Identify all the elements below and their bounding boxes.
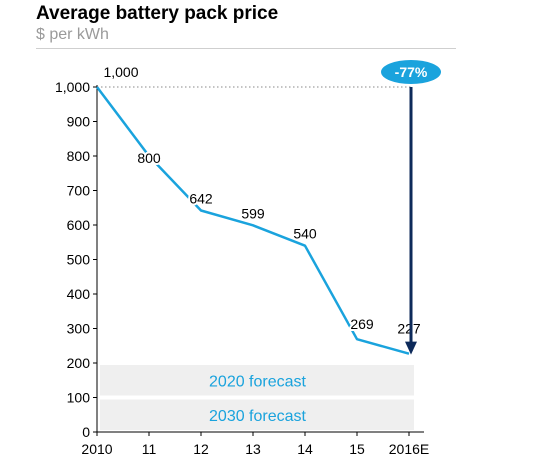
tick-labels: 0 100 200 300 400 500 600 700 800 900 1,000 2010 11 1… xyxy=(55,79,429,457)
data-labels: 1,000 800 642 599 540 269 227 xyxy=(101,62,422,339)
data-label-6: 227 xyxy=(397,321,421,337)
data-label-2: 642 xyxy=(189,191,213,207)
y-tick-label-3: 300 xyxy=(67,321,91,337)
forecast-label-1: 2030 forecast xyxy=(209,408,307,425)
y-tick-label-6: 600 xyxy=(67,217,91,233)
y-tick-label-9: 900 xyxy=(67,114,91,130)
forecast-bands: 2020 forecast 2030 forecast xyxy=(100,365,414,430)
data-label-0: 1,000 xyxy=(103,64,138,80)
y-tick-label-8: 800 xyxy=(67,148,91,164)
series-line xyxy=(96,86,410,355)
change-badge-label: -77% xyxy=(395,64,428,80)
data-label-5: 269 xyxy=(350,316,374,332)
data-label-4: 540 xyxy=(293,226,317,242)
data-label-3: 599 xyxy=(241,205,265,221)
forecast-band-0 xyxy=(100,365,414,396)
change-arrow-head xyxy=(405,341,417,355)
y-tick-label-0: 0 xyxy=(82,424,90,440)
forecast-band-1 xyxy=(100,399,414,430)
x-tick-label-6: 2016E xyxy=(389,441,429,457)
x-tick-label-1: 11 xyxy=(142,441,157,457)
y-tick-label-7: 700 xyxy=(67,183,91,199)
y-tick-label-4: 400 xyxy=(67,286,91,302)
y-tick-label-2: 200 xyxy=(67,355,91,371)
x-tick-label-4: 14 xyxy=(297,441,313,457)
x-tick-label-3: 13 xyxy=(245,441,261,457)
price-line xyxy=(96,86,410,355)
y-tick-label-1: 100 xyxy=(67,390,91,406)
data-label-1: 800 xyxy=(137,150,161,166)
y-tick-label-5: 500 xyxy=(67,252,91,268)
forecast-label-0: 2020 forecast xyxy=(209,373,307,390)
chart-subtitle: $ per kWh xyxy=(36,26,109,43)
title-divider xyxy=(36,48,456,49)
change-badge xyxy=(381,60,441,84)
chart-title: Average battery pack price xyxy=(36,3,279,24)
axes xyxy=(93,85,424,436)
change-annotation: -77% xyxy=(381,60,441,355)
x-tick-label-0: 2010 xyxy=(81,441,112,457)
y-tick-label-10: 1,000 xyxy=(55,79,90,95)
x-tick-label-2: 12 xyxy=(193,441,209,457)
x-tick-label-5: 15 xyxy=(349,441,365,457)
